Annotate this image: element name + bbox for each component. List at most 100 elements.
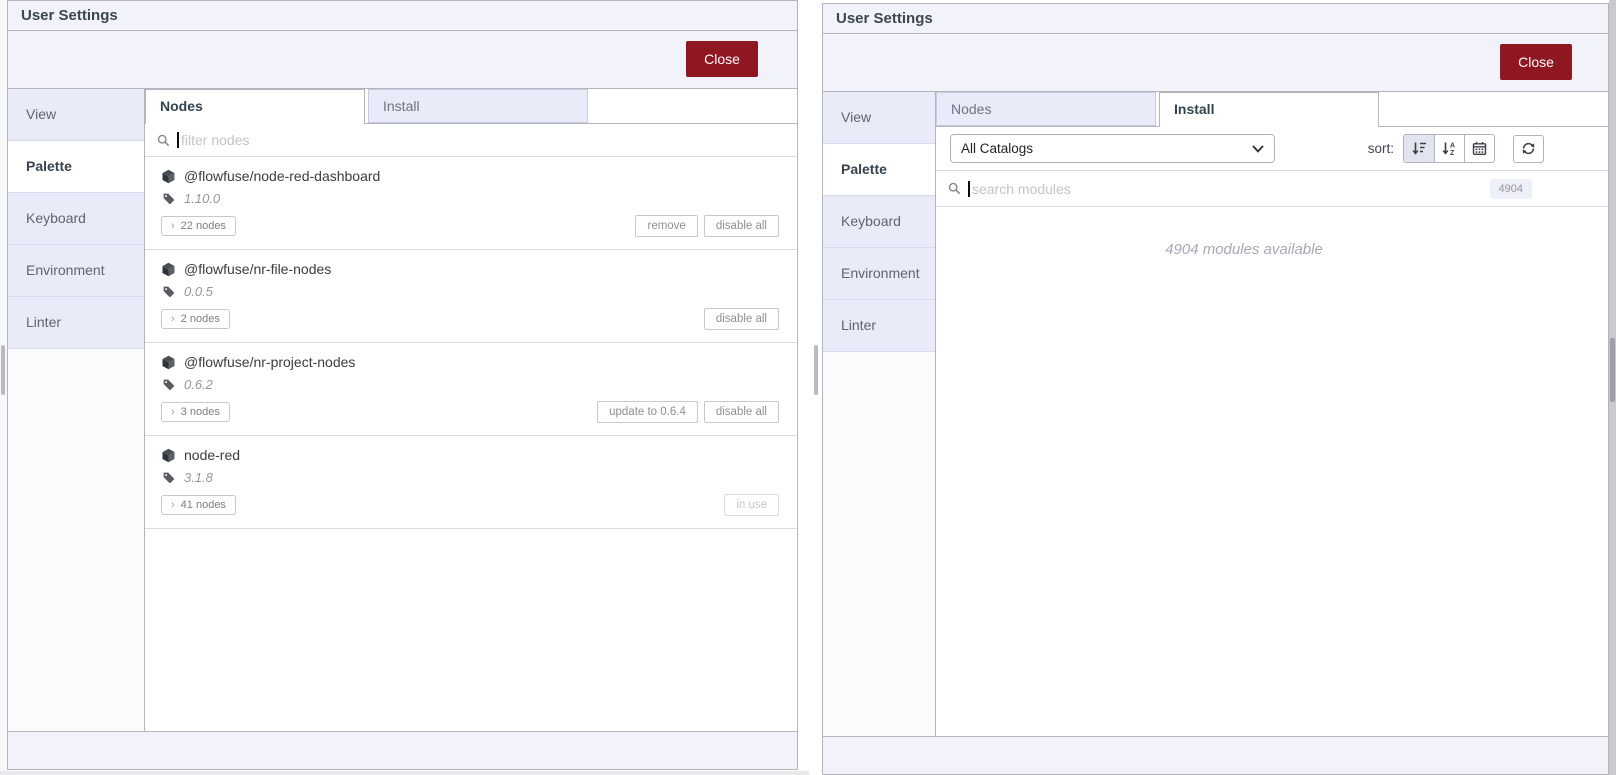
tag-icon: [162, 285, 175, 298]
node-count-button[interactable]: › 22 nodes: [161, 216, 236, 236]
sort-label: sort:: [1367, 141, 1394, 156]
node-count-label: 2 nodes: [180, 313, 220, 325]
dialog-buttonbar: Close: [823, 34, 1608, 92]
sidebar-item-palette[interactable]: Palette: [8, 141, 144, 193]
sidebar-item-keyboard[interactable]: Keyboard: [8, 193, 144, 245]
sort-date-button[interactable]: [1464, 135, 1494, 162]
close-button[interactable]: Close: [686, 41, 758, 77]
tab-install[interactable]: Install: [368, 89, 588, 123]
palette-tabs: Nodes Install: [936, 92, 1608, 127]
chevron-right-icon: ›: [171, 313, 175, 325]
module-count-badge: 4904: [1489, 178, 1532, 199]
module-row: @flowfuse/nr-project-nodes 0.6.2 › 3 node…: [145, 343, 797, 436]
scrollbar-thumb[interactable]: [1610, 338, 1615, 402]
sidebar-item-linter[interactable]: Linter: [8, 297, 144, 349]
sort-alpha-desc-icon: AZ: [1442, 142, 1455, 156]
chevron-right-icon: ›: [171, 220, 175, 232]
scrollbar-thumb[interactable]: [814, 345, 818, 395]
page-background-strip: [0, 771, 809, 775]
dialog-title: User Settings: [836, 10, 933, 27]
chevron-right-icon: ›: [171, 499, 175, 511]
sort-amount-desc-icon: [1412, 142, 1426, 155]
modules-available-message: 4904 modules available: [1165, 241, 1323, 258]
package-cube-icon: [161, 448, 176, 463]
user-settings-window-install: User Settings Close View Palette Keyboar…: [822, 3, 1609, 775]
close-button[interactable]: Close: [1500, 44, 1572, 80]
tag-icon: [162, 378, 175, 391]
tag-icon: [162, 471, 175, 484]
dialog-header: User Settings: [823, 4, 1608, 34]
module-name: node-red: [184, 447, 241, 463]
search-modules-input[interactable]: search modules 4904: [936, 171, 1608, 207]
module-row: node-red 3.1.8 › 41 nodes in use: [145, 436, 797, 529]
refresh-button[interactable]: [1513, 134, 1544, 163]
dialog-buttonbar: Close: [8, 31, 797, 89]
module-name: @flowfuse/node-red-dashboard: [184, 168, 381, 184]
remove-button[interactable]: remove: [635, 215, 698, 237]
update-button[interactable]: update to 0.6.4: [597, 401, 698, 423]
disable-all-button[interactable]: disable all: [703, 215, 779, 237]
disable-all-button[interactable]: disable all: [703, 308, 779, 330]
catalog-select-value: All Catalogs: [961, 141, 1034, 156]
dialog-header: User Settings: [8, 1, 797, 31]
module-version: 0.6.2: [184, 377, 213, 392]
sidebar-item-view[interactable]: View: [8, 89, 144, 141]
chevron-right-icon: ›: [171, 406, 175, 418]
filter-placeholder-text: filter nodes: [181, 132, 250, 148]
module-version: 3.1.8: [184, 470, 213, 485]
node-count-button[interactable]: › 41 nodes: [161, 495, 236, 515]
dialog-body: View Palette Keyboard Environment Linter…: [8, 89, 797, 731]
dialog-body: View Palette Keyboard Environment Linter…: [823, 92, 1608, 736]
module-row: @flowfuse/node-red-dashboard 1.10.0 › 22 …: [145, 157, 797, 250]
tab-nodes[interactable]: Nodes: [936, 92, 1156, 126]
tab-nodes[interactable]: Nodes: [145, 89, 365, 124]
module-name: @flowfuse/nr-project-nodes: [184, 354, 356, 370]
dialog-footer: [8, 731, 797, 769]
module-version: 1.10.0: [184, 191, 221, 206]
svg-text:A: A: [1450, 143, 1455, 150]
search-placeholder-text: search modules: [972, 180, 1071, 197]
scrollbar-thumb[interactable]: [1, 345, 5, 395]
node-count-label: 22 nodes: [180, 220, 226, 232]
sidebar-item-view[interactable]: View: [823, 92, 935, 144]
node-count-button[interactable]: › 3 nodes: [161, 402, 230, 422]
user-settings-window-nodes: User Settings Close View Palette Keyboar…: [7, 0, 798, 770]
sidebar-item-palette[interactable]: Palette: [823, 144, 935, 196]
module-name: @flowfuse/nr-file-nodes: [184, 261, 332, 277]
node-count-label: 3 nodes: [180, 406, 220, 418]
module-version: 0.0.5: [184, 284, 213, 299]
dialog-footer: [823, 736, 1608, 774]
package-cube-icon: [161, 355, 176, 370]
node-count-button[interactable]: › 2 nodes: [161, 309, 230, 329]
sidebar-item-linter[interactable]: Linter: [823, 300, 935, 352]
settings-sidebar: View Palette Keyboard Environment Linter: [8, 89, 145, 731]
chevron-down-icon: [1252, 144, 1264, 153]
sidebar-item-keyboard[interactable]: Keyboard: [823, 196, 935, 248]
tag-icon: [162, 192, 175, 205]
calendar-icon: [1472, 142, 1487, 155]
tab-install[interactable]: Install: [1159, 92, 1379, 127]
right-page-scrollbar: [1609, 0, 1616, 775]
sort-amount-button[interactable]: [1404, 135, 1434, 162]
filter-nodes-input[interactable]: filter nodes: [145, 124, 797, 157]
catalog-select[interactable]: All Catalogs: [950, 134, 1275, 163]
package-cube-icon: [161, 262, 176, 277]
left-page-scrollbar: [0, 0, 7, 775]
refresh-icon: [1522, 142, 1535, 155]
search-icon: [948, 182, 961, 195]
in-use-button: in use: [724, 494, 779, 516]
settings-sidebar: View Palette Keyboard Environment Linter: [823, 92, 936, 736]
sidebar-item-environment[interactable]: Environment: [8, 245, 144, 297]
palette-tabs: Nodes Install: [145, 89, 797, 124]
sidebar-item-environment[interactable]: Environment: [823, 248, 935, 300]
search-icon: [157, 134, 170, 147]
palette-pane: Nodes Install filter nodes: [145, 89, 797, 731]
package-cube-icon: [161, 169, 176, 184]
disable-all-button[interactable]: disable all: [703, 401, 779, 423]
module-row: @flowfuse/nr-file-nodes 0.0.5 › 2 nodes d…: [145, 250, 797, 343]
